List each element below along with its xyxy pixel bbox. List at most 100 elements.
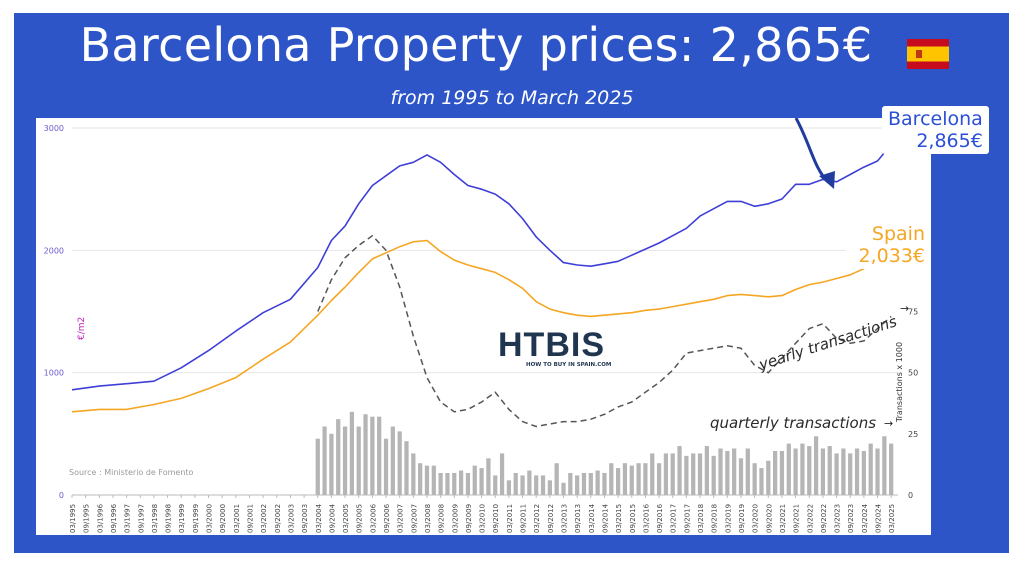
quarterly-transactions-bar bbox=[643, 463, 648, 495]
y-left-axis-label: €/m2 bbox=[77, 317, 87, 340]
x-tick-label: 09/2011 bbox=[520, 504, 528, 533]
quarterly-transactions-bar bbox=[725, 450, 730, 495]
quarterly-transactions-bar bbox=[704, 446, 709, 495]
price-chart: 0100020003000025507510003/199509/199503/… bbox=[44, 118, 923, 533]
quarterly-transactions-bar bbox=[445, 472, 450, 495]
x-tick-label: 09/1997 bbox=[137, 504, 145, 533]
x-tick-label: 03/2011 bbox=[506, 504, 514, 533]
quarterly-transactions-bar bbox=[520, 475, 525, 495]
quarterly-arrow-icon: → bbox=[884, 417, 893, 430]
quarterly-transactions-bar bbox=[848, 453, 853, 495]
x-tick-label: 03/2014 bbox=[588, 503, 596, 533]
spain-callout-label: Spain 2,033€ bbox=[858, 223, 925, 267]
quarterly-transactions-bar bbox=[397, 431, 402, 495]
x-tick-label: 03/2024 bbox=[861, 503, 869, 533]
x-tick-label: 09/2024 bbox=[875, 503, 883, 533]
quarterly-transactions-bar bbox=[602, 472, 607, 495]
quarterly-bars-layer bbox=[315, 411, 894, 495]
x-tick-label: 03/2002 bbox=[260, 504, 268, 533]
x-tick-label: 09/1998 bbox=[165, 504, 173, 533]
quarterly-transactions-bar bbox=[663, 453, 669, 495]
quarterly-transactions-bar bbox=[793, 448, 798, 495]
quarterly-transactions-bar bbox=[766, 460, 771, 495]
quarterly-transactions-bar bbox=[684, 455, 689, 495]
x-tick-label: 09/2019 bbox=[738, 504, 746, 533]
quarterly-transactions-bar bbox=[342, 426, 348, 495]
quarterly-transactions-bar bbox=[629, 465, 634, 495]
quarterly-transactions-bar bbox=[820, 448, 826, 495]
x-tick-label: 09/2009 bbox=[465, 504, 473, 533]
x-tick-label: 09/1996 bbox=[110, 503, 118, 533]
x-tick-label: 09/2001 bbox=[246, 504, 254, 533]
x-tick-label: 03/2017 bbox=[670, 504, 678, 533]
quarterly-transactions-bar bbox=[349, 411, 355, 495]
quarterly-transactions-bar bbox=[404, 441, 409, 495]
x-tick-label: 09/2022 bbox=[820, 504, 828, 533]
x-tick-label: 09/2003 bbox=[301, 504, 309, 533]
flag-stripe-bottom bbox=[907, 61, 949, 69]
x-tick-label: 03/2013 bbox=[561, 504, 569, 533]
quarterly-transactions-bar bbox=[356, 426, 361, 495]
x-tick-label: 09/2007 bbox=[410, 504, 418, 533]
quarterly-transactions-bar bbox=[547, 480, 552, 495]
quarterly-transactions-bar bbox=[383, 438, 389, 495]
quarterly-transactions-bar bbox=[438, 472, 443, 495]
x-tick-label: 09/2020 bbox=[765, 504, 773, 533]
x-tick-label: 03/1998 bbox=[151, 504, 159, 533]
x-tick-label: 03/2020 bbox=[752, 504, 760, 533]
quarterly-transactions-bar bbox=[595, 470, 600, 495]
y-right-axis-label: Transactions x 1000 bbox=[895, 342, 904, 423]
quarterly-transactions-bar bbox=[418, 463, 423, 495]
y-left-tick-label: 1000 bbox=[44, 369, 64, 378]
quarterly-transactions-bar bbox=[465, 472, 471, 495]
x-tick-label: 09/2015 bbox=[629, 504, 637, 533]
x-tick-label: 03/2000 bbox=[206, 504, 214, 533]
quarterly-transactions-bar bbox=[472, 465, 477, 495]
quarterly-transactions-bar bbox=[615, 468, 621, 495]
quarterly-transactions-bar bbox=[697, 453, 703, 495]
x-tick-label: 03/2023 bbox=[834, 504, 842, 533]
quarterly-transactions-bar bbox=[588, 472, 593, 495]
x-tick-label: 03/1999 bbox=[178, 504, 186, 533]
x-tick-label: 09/2017 bbox=[683, 504, 691, 533]
quarterly-transactions-bar bbox=[609, 463, 614, 495]
x-tick-label: 03/2025 bbox=[888, 504, 896, 533]
quarterly-transactions-bar bbox=[315, 438, 320, 495]
quarterly-transactions-bar bbox=[575, 475, 580, 495]
quarterly-transactions-bar bbox=[732, 448, 737, 495]
x-tick-label: 03/2010 bbox=[479, 504, 487, 533]
x-tick-label: 03/2022 bbox=[806, 504, 814, 533]
quarterly-transactions-bar bbox=[452, 472, 457, 495]
x-tick-label: 03/2012 bbox=[533, 504, 541, 533]
spain-callout: Spain 2,033€ bbox=[846, 221, 931, 269]
x-tick-label: 03/2015 bbox=[615, 504, 623, 533]
x-tick-label: 09/2013 bbox=[574, 504, 582, 533]
quarterly-transactions-bar bbox=[786, 443, 791, 495]
quarterly-transactions-bar bbox=[431, 465, 436, 495]
page-title: Barcelona Property prices: 2,865€ bbox=[79, 18, 873, 72]
spain-line bbox=[71, 239, 892, 413]
x-tick-label: 09/2005 bbox=[356, 504, 364, 533]
quarterly-transactions-bar bbox=[534, 475, 539, 495]
yearly-arrow-icon: → bbox=[900, 302, 909, 315]
quarterly-transactions-bar bbox=[458, 470, 464, 495]
x-tick-label: 03/2004 bbox=[315, 503, 323, 533]
x-tick-label: 03/1996 bbox=[96, 503, 104, 533]
x-tick-label: 03/1995 bbox=[69, 504, 77, 533]
y-left-tick-label: 3000 bbox=[44, 124, 64, 133]
quarterly-transactions-bar bbox=[506, 480, 512, 495]
x-tick-label: 03/2001 bbox=[233, 504, 241, 533]
logo-text: HTBIS bbox=[498, 326, 605, 364]
x-tick-label: 09/2008 bbox=[438, 504, 446, 533]
x-tick-label: 03/2019 bbox=[724, 504, 732, 533]
quarterly-transactions-bar bbox=[513, 472, 518, 495]
x-tick-label: 09/1995 bbox=[83, 504, 91, 533]
logo-tagline: HOW TO BUY IN SPAIN.COM bbox=[526, 362, 611, 368]
y-right-tick-label: 0 bbox=[908, 491, 913, 500]
quarterly-transactions-bar bbox=[738, 458, 744, 495]
quarterly-transactions-bar bbox=[773, 450, 778, 495]
quarterly-transactions-bar bbox=[813, 436, 819, 495]
quarterly-transactions-bar bbox=[329, 433, 334, 495]
yearly-transactions-line bbox=[317, 234, 892, 428]
y-right-tick-label: 50 bbox=[908, 369, 918, 378]
